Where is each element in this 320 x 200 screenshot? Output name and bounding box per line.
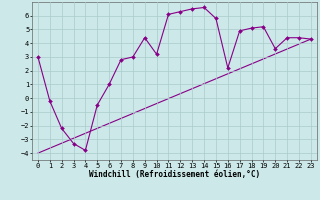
X-axis label: Windchill (Refroidissement éolien,°C): Windchill (Refroidissement éolien,°C) [89,170,260,179]
